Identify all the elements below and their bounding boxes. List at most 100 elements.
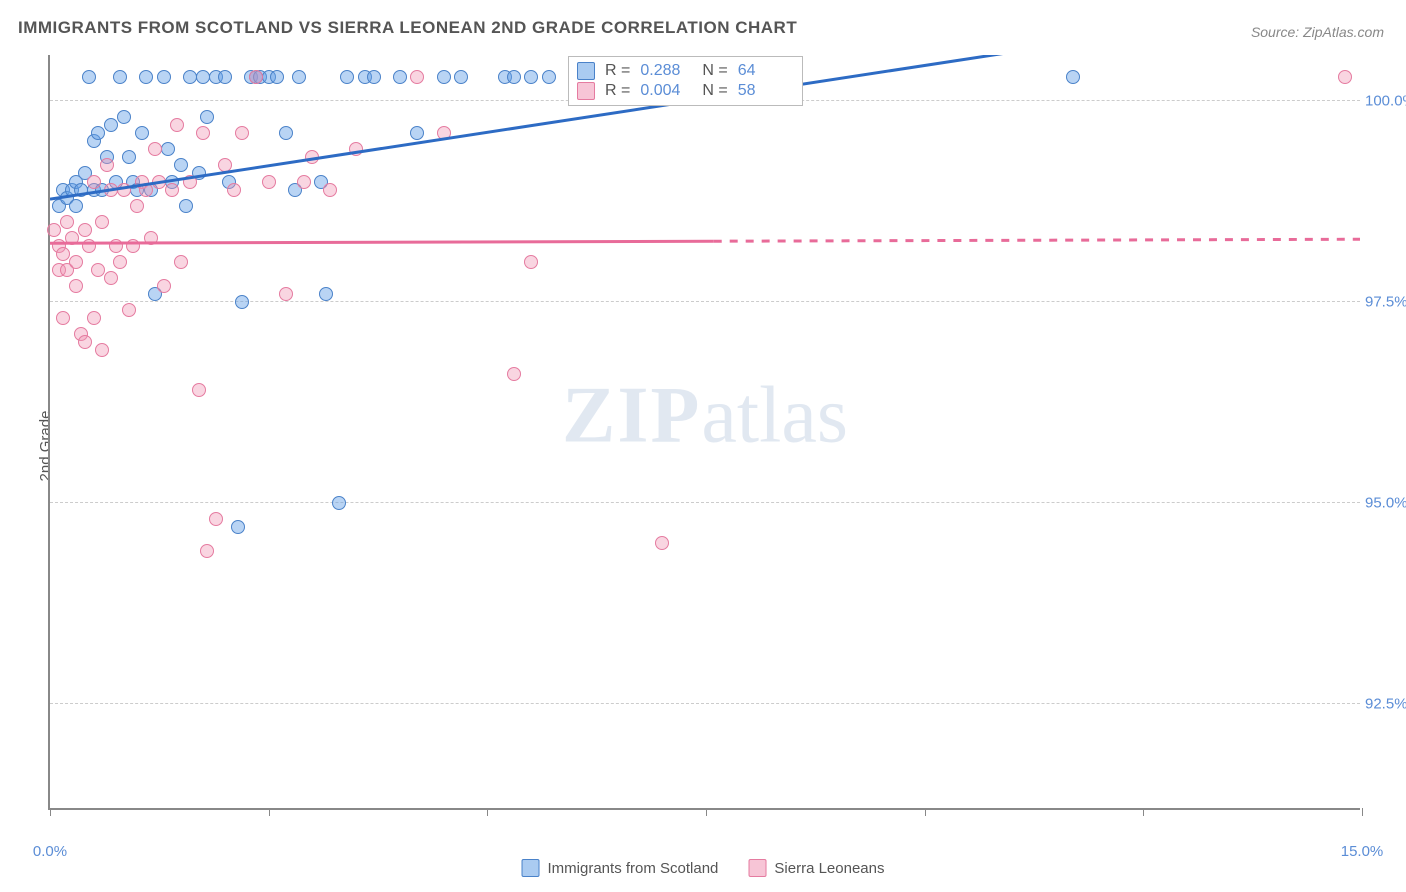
data-point-sierra-leone bbox=[1338, 70, 1352, 84]
data-point-sierra-leone bbox=[95, 343, 109, 357]
data-point-sierra-leone bbox=[323, 183, 337, 197]
data-point-sierra-leone bbox=[165, 183, 179, 197]
data-point-scotland bbox=[231, 520, 245, 534]
data-point-scotland bbox=[196, 70, 210, 84]
y-tick-label: 97.5% bbox=[1365, 294, 1406, 311]
legend-label: Sierra Leoneans bbox=[774, 860, 884, 877]
data-point-sierra-leone bbox=[148, 142, 162, 156]
gridline bbox=[50, 703, 1360, 704]
data-point-sierra-leone bbox=[507, 367, 521, 381]
data-point-scotland bbox=[157, 70, 171, 84]
watermark: ZIPatlas bbox=[562, 371, 848, 462]
data-point-scotland bbox=[91, 126, 105, 140]
swatch-blue-icon bbox=[522, 859, 540, 877]
r-label: R = bbox=[605, 82, 630, 100]
data-point-sierra-leone bbox=[218, 158, 232, 172]
data-point-sierra-leone bbox=[235, 126, 249, 140]
data-point-scotland bbox=[200, 110, 214, 124]
correlation-info-box: R =0.288N =64R = 0.004 N = 58 bbox=[568, 56, 803, 106]
data-point-scotland bbox=[410, 126, 424, 140]
data-point-sierra-leone bbox=[196, 126, 210, 140]
data-point-sierra-leone bbox=[139, 183, 153, 197]
data-point-scotland bbox=[174, 158, 188, 172]
data-point-sierra-leone bbox=[279, 287, 293, 301]
data-point-sierra-leone bbox=[95, 215, 109, 229]
data-point-sierra-leone bbox=[113, 255, 127, 269]
data-point-scotland bbox=[542, 70, 556, 84]
x-tick bbox=[706, 808, 707, 816]
x-tick bbox=[1362, 808, 1363, 816]
x-tick bbox=[487, 808, 488, 816]
data-point-scotland bbox=[183, 70, 197, 84]
data-point-scotland bbox=[117, 110, 131, 124]
data-point-sierra-leone bbox=[227, 183, 241, 197]
data-point-scotland bbox=[139, 70, 153, 84]
data-point-sierra-leone bbox=[130, 199, 144, 213]
data-point-sierra-leone bbox=[82, 239, 96, 253]
data-point-scotland bbox=[270, 70, 284, 84]
data-point-sierra-leone bbox=[262, 175, 276, 189]
data-point-scotland bbox=[82, 70, 96, 84]
x-tick bbox=[50, 808, 51, 816]
data-point-scotland bbox=[454, 70, 468, 84]
data-point-scotland bbox=[319, 287, 333, 301]
n-label: N = bbox=[702, 82, 727, 100]
swatch-blue-icon bbox=[577, 62, 595, 80]
data-point-sierra-leone bbox=[78, 335, 92, 349]
n-value: 64 bbox=[738, 62, 790, 80]
data-point-scotland bbox=[161, 142, 175, 156]
gridline bbox=[50, 502, 1360, 503]
data-point-scotland bbox=[179, 199, 193, 213]
data-point-sierra-leone bbox=[122, 303, 136, 317]
data-point-sierra-leone bbox=[91, 263, 105, 277]
data-point-scotland bbox=[524, 70, 538, 84]
data-point-scotland bbox=[292, 70, 306, 84]
y-tick-label: 95.0% bbox=[1365, 494, 1406, 511]
data-point-sierra-leone bbox=[192, 383, 206, 397]
data-point-scotland bbox=[367, 70, 381, 84]
data-point-sierra-leone bbox=[117, 183, 131, 197]
y-tick-label: 100.0% bbox=[1365, 93, 1406, 110]
data-point-sierra-leone bbox=[305, 150, 319, 164]
legend-item: Sierra Leoneans bbox=[748, 859, 884, 877]
legend-label: Immigrants from Scotland bbox=[548, 860, 719, 877]
data-point-scotland bbox=[1066, 70, 1080, 84]
data-point-sierra-leone bbox=[87, 311, 101, 325]
data-point-sierra-leone bbox=[100, 158, 114, 172]
data-point-sierra-leone bbox=[410, 70, 424, 84]
x-tick bbox=[269, 808, 270, 816]
data-point-scotland bbox=[135, 126, 149, 140]
data-point-sierra-leone bbox=[297, 175, 311, 189]
data-point-sierra-leone bbox=[249, 70, 263, 84]
source-label: Source: ZipAtlas.com bbox=[1251, 24, 1384, 40]
data-point-scotland bbox=[507, 70, 521, 84]
data-point-sierra-leone bbox=[60, 215, 74, 229]
trend-lines bbox=[50, 55, 1360, 808]
data-point-sierra-leone bbox=[78, 223, 92, 237]
data-point-scotland bbox=[122, 150, 136, 164]
data-point-sierra-leone bbox=[152, 175, 166, 189]
data-point-scotland bbox=[437, 70, 451, 84]
data-point-sierra-leone bbox=[104, 271, 118, 285]
data-point-scotland bbox=[340, 70, 354, 84]
info-row: R =0.288N =64 bbox=[577, 61, 790, 81]
data-point-scotland bbox=[235, 295, 249, 309]
r-value: 0.288 bbox=[640, 62, 692, 80]
data-point-scotland bbox=[393, 70, 407, 84]
data-point-sierra-leone bbox=[104, 183, 118, 197]
swatch-pink-icon bbox=[577, 82, 595, 100]
data-point-sierra-leone bbox=[69, 255, 83, 269]
data-point-scotland bbox=[218, 70, 232, 84]
data-point-sierra-leone bbox=[200, 544, 214, 558]
data-point-scotland bbox=[113, 70, 127, 84]
data-point-sierra-leone bbox=[56, 247, 70, 261]
data-point-sierra-leone bbox=[69, 279, 83, 293]
r-value: 0.004 bbox=[640, 82, 692, 100]
data-point-sierra-leone bbox=[126, 239, 140, 253]
x-tick-label: 0.0% bbox=[33, 843, 67, 860]
n-value: 58 bbox=[738, 82, 790, 100]
data-point-scotland bbox=[69, 199, 83, 213]
data-point-sierra-leone bbox=[65, 231, 79, 245]
data-point-scotland bbox=[74, 183, 88, 197]
legend-item: Immigrants from Scotland bbox=[522, 859, 719, 877]
